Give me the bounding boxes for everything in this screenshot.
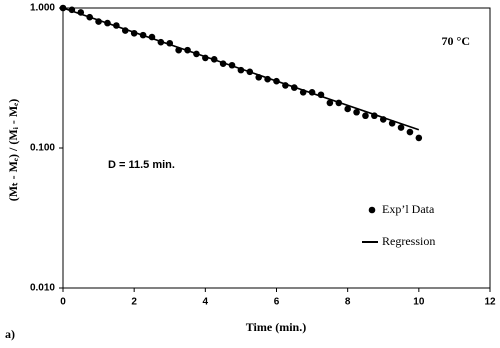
data-point [353,108,360,116]
x-tick-label: 12 [484,297,496,308]
x-axis-label: Time (min.) [246,320,306,334]
data-point [344,105,351,113]
x-tick-label: 0 [60,297,66,308]
x-tick-label: 2 [131,297,137,308]
x-tick-label: 4 [203,297,209,308]
annotation: D = 11.5 min. [108,159,175,171]
x-tick-label: 10 [413,297,425,308]
legend-marker [368,206,376,214]
y-tick-label: 1.000 [30,3,55,14]
data-point [59,4,67,12]
data-point [397,124,405,131]
y-tick-label: 0.010 [30,283,55,294]
data-point [415,134,423,142]
y-tick-label: 0.100 [30,143,55,154]
legend-label: Exp’l Data [382,202,435,216]
regression-line [62,7,420,131]
panel-label: a) [5,327,15,341]
x-tick-label: 8 [345,297,351,308]
data-point [406,128,414,136]
x-tick-label: 6 [274,297,280,308]
data-point [326,99,334,107]
annotation: 70 °C [442,34,470,48]
y-axis-label: (Mₜ - Mₑ) / (Mᵢ - Mₑ) [6,99,20,202]
legend-label: Regression [382,234,435,248]
data-point [362,112,369,120]
